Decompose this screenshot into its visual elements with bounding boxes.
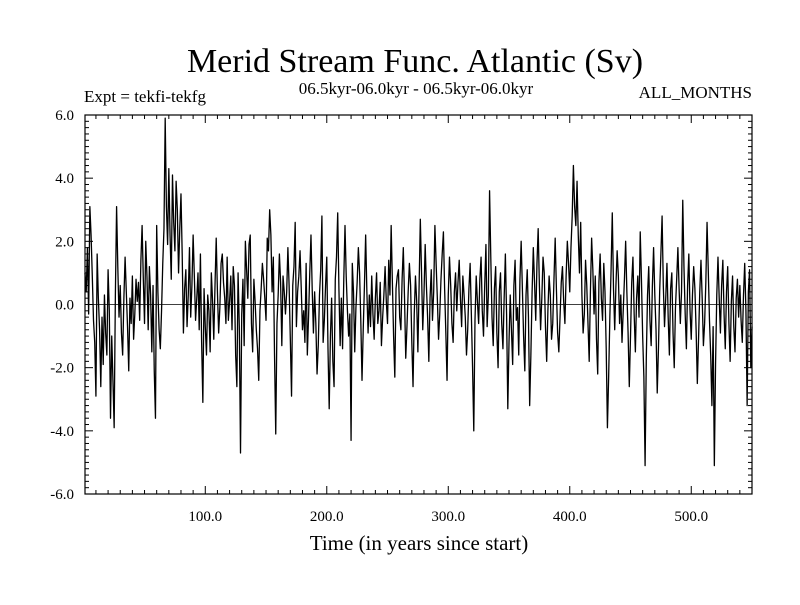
months-label: ALL_MONTHS (639, 83, 752, 102)
y-tick-label: 2.0 (55, 234, 74, 250)
y-tick-label: -4.0 (50, 424, 74, 440)
series-group (84, 117, 753, 467)
x-axis: 100.0 200.0 300.0 400.0 500.0 (95, 115, 753, 525)
y-tick-label: 4.0 (55, 171, 74, 187)
x-tick-label: 400.0 (553, 509, 587, 525)
x-axis-label: Time (in years since start) (310, 531, 529, 555)
x-tick-label: 300.0 (431, 509, 465, 525)
y-tick-label: 0.0 (55, 298, 74, 314)
y-tick-label: -6.0 (50, 487, 74, 503)
experiment-label: Expt = tekfi-tekfg (84, 87, 206, 106)
y-tick-label: -2.0 (50, 361, 74, 377)
period-label: 06.5kyr-06.0kyr - 06.5kyr-06.0kyr (299, 79, 534, 98)
y-tick-label: 6.0 (55, 108, 74, 124)
x-tick-label: 200.0 (310, 509, 344, 525)
chart-title: Merid Stream Func. Atlantic (Sv) (187, 43, 643, 80)
series-line-0 (84, 117, 753, 467)
y-axis: -6.0 -4.0 -2.0 0.0 2.0 4.0 6.0 (50, 108, 752, 503)
x-tick-label: 500.0 (674, 509, 708, 525)
x-tick-label: 100.0 (188, 509, 222, 525)
